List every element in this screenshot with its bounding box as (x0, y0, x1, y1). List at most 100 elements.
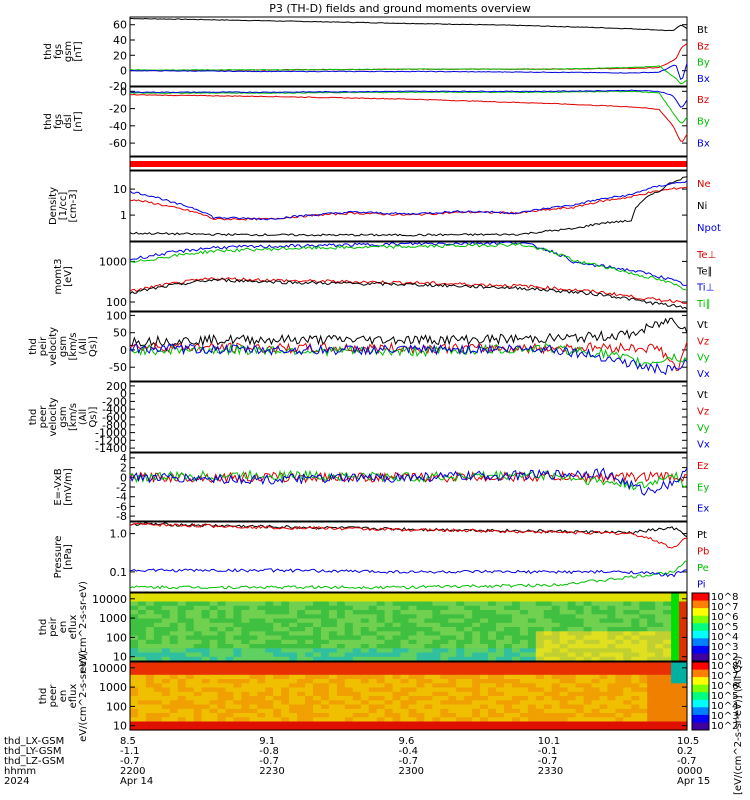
heatmap-cell (472, 627, 481, 632)
heatmap-cell (138, 700, 147, 706)
heatmap-cell (344, 652, 354, 658)
heatmap-cell (225, 622, 235, 628)
heatmap-cell (328, 696, 338, 701)
heatmap-cell (488, 691, 497, 697)
heatmap-cell (193, 601, 203, 607)
x-axis-value: -0.7 (120, 756, 140, 767)
heatmap-cell (185, 700, 195, 706)
colorbar-tick-label: 10^8 (711, 661, 738, 672)
heatmap-cell (639, 691, 648, 697)
heatmap-cell (416, 670, 426, 676)
heatmap-cell (511, 708, 521, 714)
heatmap-cell (153, 614, 163, 620)
heatmap-cell (535, 721, 545, 727)
heatmap-cell (448, 597, 457, 603)
heatmap-cell (591, 666, 601, 672)
heatmap-cell (273, 708, 282, 714)
heatmap-cell (145, 656, 155, 662)
heatmap-cell (472, 618, 481, 624)
heatmap-cell (217, 687, 227, 693)
heatmap-cell (368, 708, 378, 714)
heatmap-cell (432, 666, 441, 672)
heatmap-cell (599, 683, 609, 689)
heatmap-cell (456, 666, 465, 672)
heatmap-cell (392, 618, 402, 624)
heatmap-cell (336, 618, 346, 624)
heatmap-cell (496, 635, 505, 641)
heatmap-cell (138, 635, 147, 641)
series-line-Bz (129, 93, 688, 142)
heatmap-cell (305, 601, 314, 607)
panel-frame (129, 241, 688, 312)
heatmap-cell (583, 639, 593, 645)
heatmap-cell (448, 614, 457, 620)
y-tick-label: -20 (109, 103, 127, 116)
series-line-Bx (129, 62, 688, 81)
heatmap-cell (408, 679, 418, 684)
heatmap-cell (519, 597, 529, 603)
heatmap-cell (647, 708, 656, 714)
series-line-Bx (129, 89, 688, 108)
heatmap-cell (273, 648, 282, 654)
heatmap-cell (273, 721, 282, 727)
heatmap-cell (321, 618, 330, 624)
heatmap-cell (615, 601, 624, 607)
heatmap-cell (384, 605, 394, 611)
heatmap-cell (663, 652, 672, 658)
heatmap-cell (480, 627, 489, 632)
heatmap-cell (289, 601, 298, 607)
heatmap-cell (511, 691, 521, 697)
heatmap-cell (448, 648, 457, 654)
heatmap-cell (297, 605, 306, 611)
heatmap-cell (265, 635, 274, 641)
y-axis-label-line: eV/(cm^2-s-sr-eV) (78, 581, 89, 673)
heatmap-cell (336, 614, 346, 620)
heatmap-cell (384, 666, 394, 672)
heatmap-cell (328, 704, 338, 710)
heatmap-cell (352, 679, 362, 684)
heatmap-cell (607, 631, 616, 637)
heatmap-cell (384, 652, 394, 658)
heatmap-cell (352, 652, 362, 658)
heatmap-cell (328, 652, 338, 658)
heatmap-cell (241, 700, 250, 706)
heatmap-cell (575, 605, 585, 611)
heatmap-cell (138, 670, 147, 676)
heatmap-cell (472, 721, 481, 727)
panel-frame (129, 311, 688, 382)
heatmap-cell (480, 679, 489, 684)
heatmap-cell (647, 639, 656, 645)
heatmap-cell (488, 725, 497, 731)
y-axis-label-line: peir (48, 616, 59, 636)
heatmap-cell (488, 605, 497, 611)
heatmap-cell (559, 618, 569, 624)
heatmap-cell (655, 666, 664, 672)
heatmap-cell (249, 605, 258, 611)
heatmap-cell (408, 614, 418, 620)
heatmap-cell (480, 601, 489, 607)
heatmap-cell (153, 631, 163, 637)
y-tick-label: 0 (120, 65, 127, 78)
heatmap-cell (297, 721, 306, 727)
x-axis-value: 10.1 (538, 736, 560, 747)
heatmap-cell (424, 635, 433, 641)
heatmap-cell (336, 601, 346, 607)
heatmap-cell (655, 696, 664, 701)
heatmap-cell (432, 721, 441, 727)
heatmap-cell (599, 627, 609, 632)
heatmap-cell (289, 708, 298, 714)
heatmap-cell (193, 696, 203, 701)
heatmap-cell (400, 635, 410, 641)
heatmap-cell (496, 691, 505, 697)
heatmap-cell (193, 627, 203, 632)
heatmap-cell (496, 597, 505, 603)
heatmap-cell (456, 622, 465, 628)
heatmap-cell (567, 644, 577, 649)
heatmap-cell (679, 670, 688, 676)
heatmap-cell (233, 635, 242, 641)
heatmap-cell (321, 635, 330, 641)
heatmap-cell (615, 622, 624, 628)
x-axis-value: 8.5 (120, 736, 136, 747)
heatmap-cell (400, 605, 410, 611)
heatmap-cell (464, 662, 473, 667)
